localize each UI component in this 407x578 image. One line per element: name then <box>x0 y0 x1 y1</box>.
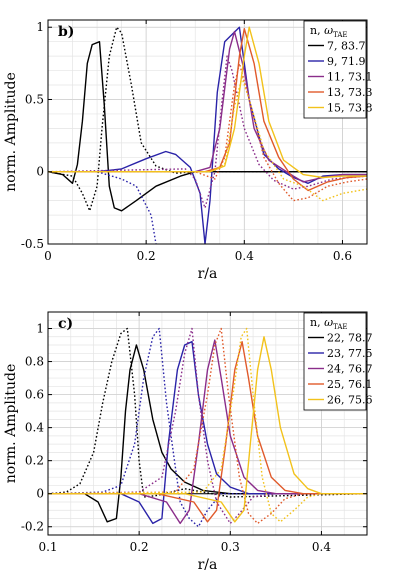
x-tick-label: 0.2 <box>130 540 149 554</box>
series-group <box>48 327 367 528</box>
series-line-dotted-1 <box>48 26 367 212</box>
legend-label: 26, 75.6 <box>327 394 372 407</box>
series-line-solid-1 <box>48 344 367 523</box>
x-tick-label: 0.2 <box>137 249 156 263</box>
x-tick-label: 0.4 <box>235 249 254 263</box>
legend-box <box>303 312 367 411</box>
panel-c: 0.1 0.2 0.3 0.4 1 0.8 0.6 0.4 0.2 0 -0.2 r/a norm. A… <box>3 311 372 573</box>
series-group <box>48 26 367 244</box>
y-tick-label: -0.5 <box>21 237 44 251</box>
x-tick-label: 0.4 <box>312 540 331 554</box>
y-tick-label: 0 <box>36 487 44 501</box>
legend-label: 15, 73.8 <box>327 102 372 115</box>
legend-header: n, ωTAE <box>310 316 348 331</box>
legend-header: n, ωTAE <box>310 24 348 39</box>
series-line-solid-5 <box>48 26 367 179</box>
plot-frame <box>47 19 368 245</box>
y-tick-label: 0.6 <box>25 388 44 402</box>
x-tick-label: 0.3 <box>221 540 240 554</box>
y-tick-label: 0.5 <box>25 92 44 106</box>
y-tick-label: 0.8 <box>25 355 44 369</box>
series-line-dotted-4 <box>48 62 367 202</box>
x-tick-label: 0.1 <box>38 540 57 554</box>
legend-label: 22, 78.7 <box>327 332 372 345</box>
series-line-solid-2 <box>48 341 367 525</box>
legend-label: 11, 73.1 <box>327 71 372 84</box>
x-tick-label: 0 <box>44 249 52 263</box>
y-tick-label: 1 <box>36 322 44 336</box>
y-axis-label: norm. Amplitude <box>3 72 19 192</box>
series-line-dotted-2 <box>48 171 157 244</box>
series-line-dotted-5 <box>48 77 367 202</box>
y-axis-label: norm. Amplitude <box>3 364 19 484</box>
series-line-solid-3 <box>48 339 367 525</box>
plot-frame <box>47 311 368 536</box>
y-tick-label: 0.2 <box>25 454 44 468</box>
legend-label: 25, 76.1 <box>327 378 372 391</box>
series-line-solid-4 <box>48 28 367 192</box>
panel-label: c) <box>58 316 73 332</box>
legend-label: 13, 73.3 <box>327 86 372 99</box>
series-line-dotted-2 <box>48 327 367 528</box>
legend-label: 24, 76.7 <box>327 363 372 376</box>
legend-label: 7, 83.7 <box>327 40 365 53</box>
series-line-dotted-1 <box>48 327 367 498</box>
legend-label: 9, 71.9 <box>327 55 365 68</box>
series-line-dotted-3 <box>48 327 367 525</box>
y-tick-label: 0 <box>36 165 44 179</box>
x-axis-label: r/a <box>198 266 218 282</box>
y-tick-label: 1 <box>36 20 44 34</box>
y-tick-label: 0.4 <box>25 421 44 435</box>
panel-label: b) <box>58 24 74 40</box>
y-tick-label: -0.2 <box>21 520 44 534</box>
legend-label: 23, 77.5 <box>327 347 372 360</box>
series-line-solid-4 <box>48 341 367 523</box>
legend-box <box>303 20 367 119</box>
x-axis-label: r/a <box>198 557 218 573</box>
x-tick-label: 0.6 <box>333 249 352 263</box>
series-line-solid-5 <box>48 336 367 523</box>
